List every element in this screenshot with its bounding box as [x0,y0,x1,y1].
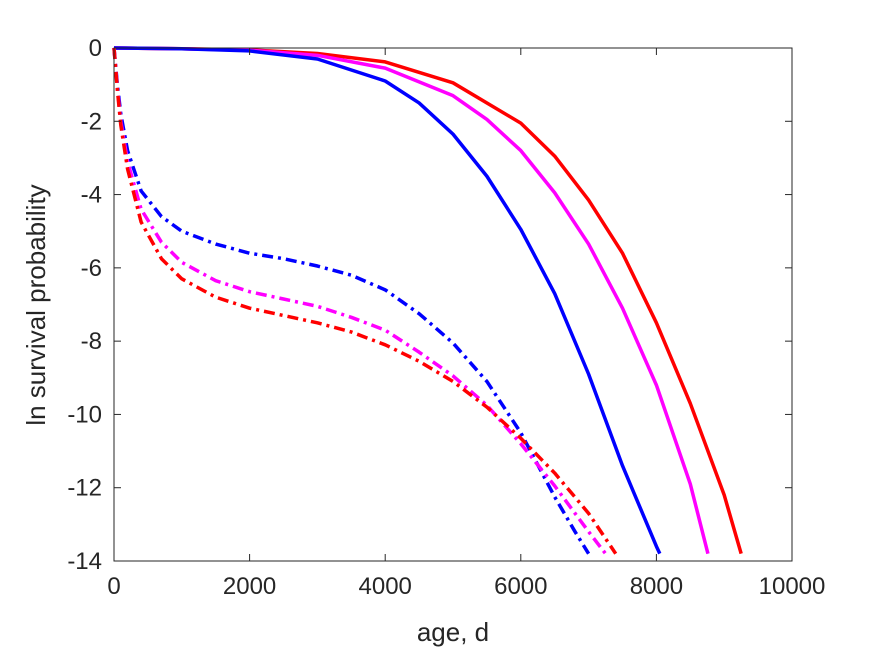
axes-layer: 0 2000 4000 6000 8000 10000 0 -2 -4 -6 -8 -10 -12 -14 [67,35,825,600]
y-tick-label: -8 [81,328,102,355]
y-tick-label: -2 [81,108,102,135]
axes-box [113,47,793,562]
y-tick-label: -4 [81,182,102,209]
series-line-3 [113,46,662,555]
y-tick-label: -14 [67,548,102,575]
x-tick-label: 8000 [630,573,683,600]
y-tick-label: -10 [67,401,102,428]
series-line-6 [112,47,618,555]
x-axis-label: age, d [417,617,489,647]
x-tick-label: 6000 [494,573,547,600]
y-tick-label: -6 [81,255,102,282]
y-tick-label: -12 [67,475,102,502]
y-axis-label: ln survival probability [21,184,51,425]
y-tick-label: 0 [89,35,102,62]
series-layer [112,46,743,555]
x-tick-label: 4000 [359,573,412,600]
x-tick-label: 2000 [223,573,276,600]
series-line-4 [112,47,591,555]
x-tick-label: 10000 [759,573,826,600]
x-tick-label: 0 [107,573,120,600]
series-line-5 [112,47,607,555]
